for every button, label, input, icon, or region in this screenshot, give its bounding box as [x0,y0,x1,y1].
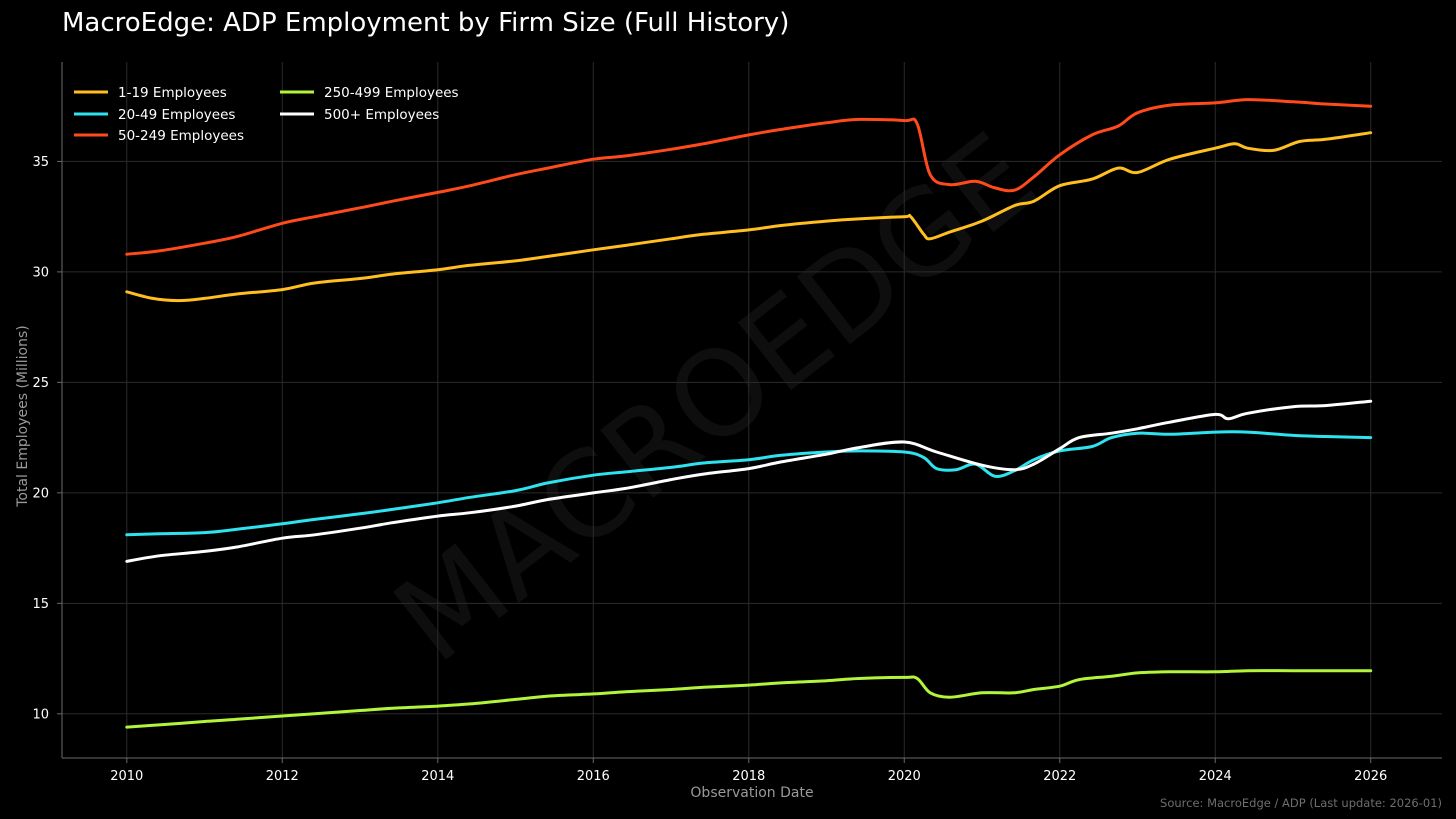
chart-title: MacroEdge: ADP Employment by Firm Size (… [62,8,790,38]
y-axis-label: Total Employees (Millions) [15,325,31,508]
x-tick-2024: 2024 [1199,769,1232,784]
x-tick-2016: 2016 [577,769,610,784]
y-tick-25: 25 [32,376,49,391]
watermark: MACROEDGE [369,107,1060,689]
axes [57,62,1442,763]
x-tick-2026: 2026 [1354,769,1387,784]
legend-label-4: 250-499 Employees [324,85,459,101]
legend-label-3: 50-249 Employees [118,128,244,144]
source-note: Source: MacroEdge / ADP (Last update: 20… [1160,796,1442,810]
x-tick-2020: 2020 [888,769,921,784]
x-tick-2012: 2012 [266,769,299,784]
x-axis-label: Observation Date [690,785,813,801]
legend: 1-19 Employees 20-49 Employees 50-249 Empl… [74,85,459,144]
x-tick-2022: 2022 [1043,769,1076,784]
series-line-4 [125,669,1373,729]
y-tick-15: 15 [32,597,49,612]
y-tick-labels: 10 15 20 25 30 35 [32,155,49,722]
series-line-3 [125,98,1373,256]
grid-lines [62,62,1442,758]
legend-label-5: 500+ Employees [324,107,439,123]
y-tick-35: 35 [32,155,49,170]
x-tick-labels: 2010 2012 2014 2016 2018 2020 2022 2024 2026 [110,769,1387,784]
legend-label-2: 20-49 Employees [118,107,235,123]
x-tick-2018: 2018 [732,769,765,784]
y-tick-10: 10 [32,707,49,722]
series-line-5 [125,399,1373,563]
x-tick-2010: 2010 [110,769,143,784]
series-lines [125,98,1373,729]
x-tick-2014: 2014 [421,769,454,784]
y-tick-20: 20 [32,486,49,501]
y-tick-30: 30 [32,265,49,280]
legend-label-1: 1-19 Employees [118,85,227,101]
series-line-1 [125,131,1373,303]
